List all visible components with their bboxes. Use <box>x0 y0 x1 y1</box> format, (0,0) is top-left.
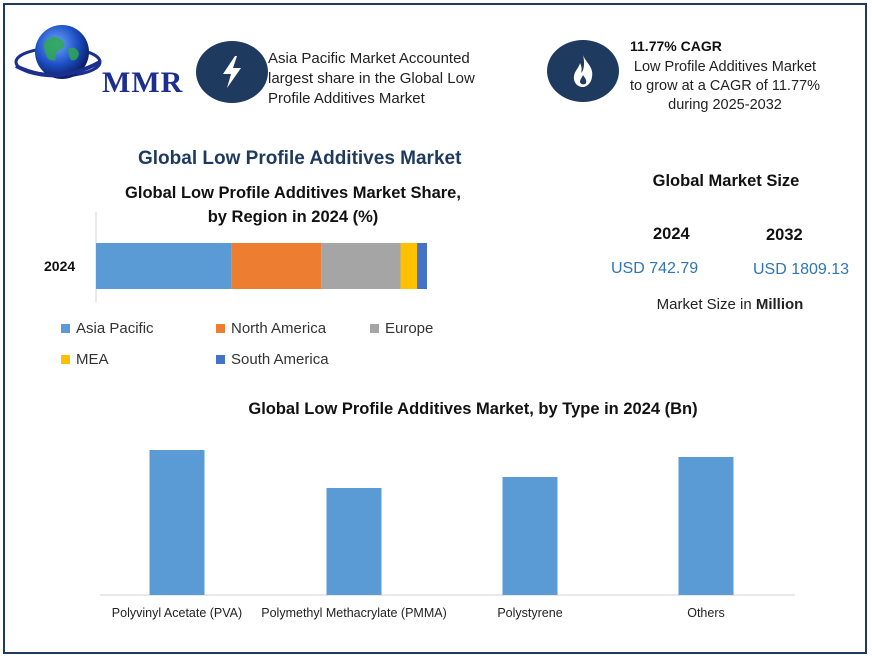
region-category-label: 2024 <box>44 258 76 274</box>
legend-asia-pacific: Asia Pacific <box>61 320 154 337</box>
highlight-line: Low Profile Additives Market <box>633 59 817 75</box>
year-2024-label: 2024 <box>653 225 690 243</box>
legend-mea: MEA <box>61 351 109 368</box>
region-chart-title: Global Low Profile Additives Market Shar… <box>96 181 490 229</box>
value-2024: USD 742.79 <box>611 260 699 277</box>
legend-south-america: South America <box>216 351 329 368</box>
note-prefix: Market Size in <box>656 296 756 313</box>
logo-text: MMR <box>102 66 184 99</box>
type-category-label: Others <box>687 606 725 620</box>
type-bar-1 <box>326 488 382 595</box>
type-category-label: Polymethyl Methacrylate (PMMA) <box>261 606 447 620</box>
legend-swatch <box>370 324 379 333</box>
year-2032-label: 2032 <box>766 226 803 244</box>
type-chart-title: Global Low Profile Additives Market, by … <box>248 400 698 418</box>
type-bar-0 <box>149 450 205 595</box>
legend-label: Europe <box>385 320 434 337</box>
region-segment-europe <box>321 243 401 289</box>
legend-europe: Europe <box>370 320 433 337</box>
region-chart-title-line1: Global Low Profile Additives Market Shar… <box>125 184 461 202</box>
region-chart-title-line2: by Region in 2024 (%) <box>207 208 379 226</box>
legend-label: MEA <box>76 351 109 368</box>
legend-swatch <box>61 355 70 364</box>
type-category-label: Polystyrene <box>497 606 563 620</box>
highlight-asia-text: Asia Pacific Market Accounted largest sh… <box>268 49 475 109</box>
region-segment-asia-pacific <box>96 243 232 289</box>
legend-label: Asia Pacific <box>76 320 154 337</box>
type-bar-2 <box>502 477 558 595</box>
highlight-line: largest share in the Global Low <box>268 70 475 87</box>
legend-north-america: North America <box>216 320 326 337</box>
legend-swatch <box>216 355 225 364</box>
region-segment-mea <box>400 243 418 289</box>
highlight-line: Asia Pacific Market Accounted <box>268 50 470 67</box>
market-size-title: Global Market Size <box>652 172 800 190</box>
value-2032: USD 1809.13 <box>753 261 850 278</box>
mmr-logo: MMR <box>14 22 182 99</box>
flame-icon <box>547 40 619 102</box>
legend-swatch <box>61 324 70 333</box>
legend-label: North America <box>231 320 327 337</box>
type-category-label: Polyvinyl Acetate (PVA) <box>111 606 243 620</box>
note-unit: Million <box>755 296 804 313</box>
legend-swatch <box>216 324 225 333</box>
type-bar-3 <box>678 457 734 595</box>
cagr-title: 11.77% CAGR <box>630 38 722 54</box>
highlight-line: during 2025-2032 <box>668 97 782 113</box>
highlight-line: Profile Additives Market <box>268 90 425 107</box>
region-segment-north-america <box>231 243 322 289</box>
highlight-line: to grow at a CAGR of 11.77% <box>630 78 820 94</box>
globe-icon <box>14 25 102 79</box>
lightning-icon <box>196 41 268 103</box>
region-segment-south-america <box>417 243 427 289</box>
main-title: Global Low Profile Additives Market <box>138 148 462 169</box>
legend-label: South America <box>231 351 329 368</box>
outer-frame <box>3 3 867 654</box>
highlight-cagr-text: Low Profile Additives Market to grow at … <box>620 58 830 115</box>
market-size-note: Market Size in Million <box>620 296 840 313</box>
